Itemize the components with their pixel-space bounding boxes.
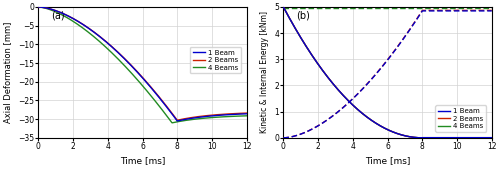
X-axis label: Time [ms]: Time [ms] xyxy=(120,156,165,165)
Text: (a): (a) xyxy=(51,11,64,21)
Y-axis label: Kinetic & Internal Energy [kNm]: Kinetic & Internal Energy [kNm] xyxy=(260,11,269,133)
Legend: 1 Beam, 2 Beams, 4 Beams: 1 Beam, 2 Beams, 4 Beams xyxy=(190,47,241,73)
Text: (b): (b) xyxy=(296,11,310,21)
X-axis label: Time [ms]: Time [ms] xyxy=(365,156,410,165)
Y-axis label: Axial Deformation [mm]: Axial Deformation [mm] xyxy=(4,22,13,123)
Legend: 1 Beam, 2 Beams, 4 Beams: 1 Beam, 2 Beams, 4 Beams xyxy=(435,105,486,132)
